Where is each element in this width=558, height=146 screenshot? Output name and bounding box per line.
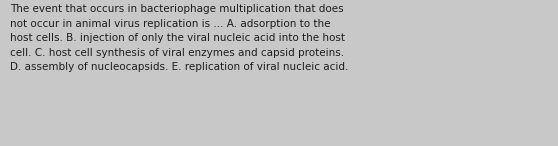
Text: The event that occurs in bacteriophage multiplication that does
not occur in ani: The event that occurs in bacteriophage m… (10, 4, 348, 72)
